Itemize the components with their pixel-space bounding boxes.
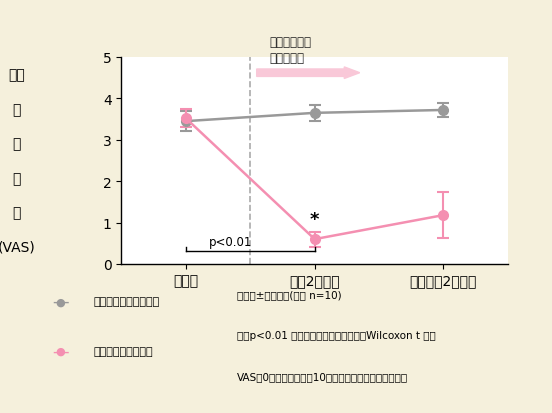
Text: 程: 程 — [12, 171, 21, 185]
Text: —: — — [52, 292, 69, 311]
Text: ＊：p<0.01 コントロール群に対して　Wilcoxon t 検定: ＊：p<0.01 コントロール群に対して Wilcoxon t 検定 — [237, 330, 436, 340]
Text: そう: そう — [8, 68, 25, 82]
Text: VASは0（痒みなし）～10（最大の痒み）で評価した。: VASは0（痒みなし）～10（最大の痒み）で評価した。 — [237, 372, 408, 382]
Text: ●: ● — [56, 346, 66, 356]
Text: 痒: 痒 — [12, 102, 21, 116]
Text: *: * — [310, 210, 320, 228]
Text: 平均値±標準誤差(各群 n=10): 平均値±標準誤差(各群 n=10) — [237, 289, 342, 299]
FancyArrow shape — [257, 68, 360, 79]
Text: (VAS): (VAS) — [0, 240, 35, 254]
Text: p<0.01: p<0.01 — [209, 236, 252, 249]
Text: 保湿剤を使用しない群: 保湿剤を使用しない群 — [94, 297, 160, 306]
Text: 度: 度 — [12, 206, 21, 220]
Text: 使用群のみに
保湿剤塗布: 使用群のみに 保湿剤塗布 — [269, 36, 311, 64]
Text: の: の — [12, 137, 21, 151]
Text: ●: ● — [56, 297, 66, 306]
Text: —: — — [52, 342, 69, 360]
Text: 保湿剤を使用した群: 保湿剤を使用した群 — [94, 346, 153, 356]
